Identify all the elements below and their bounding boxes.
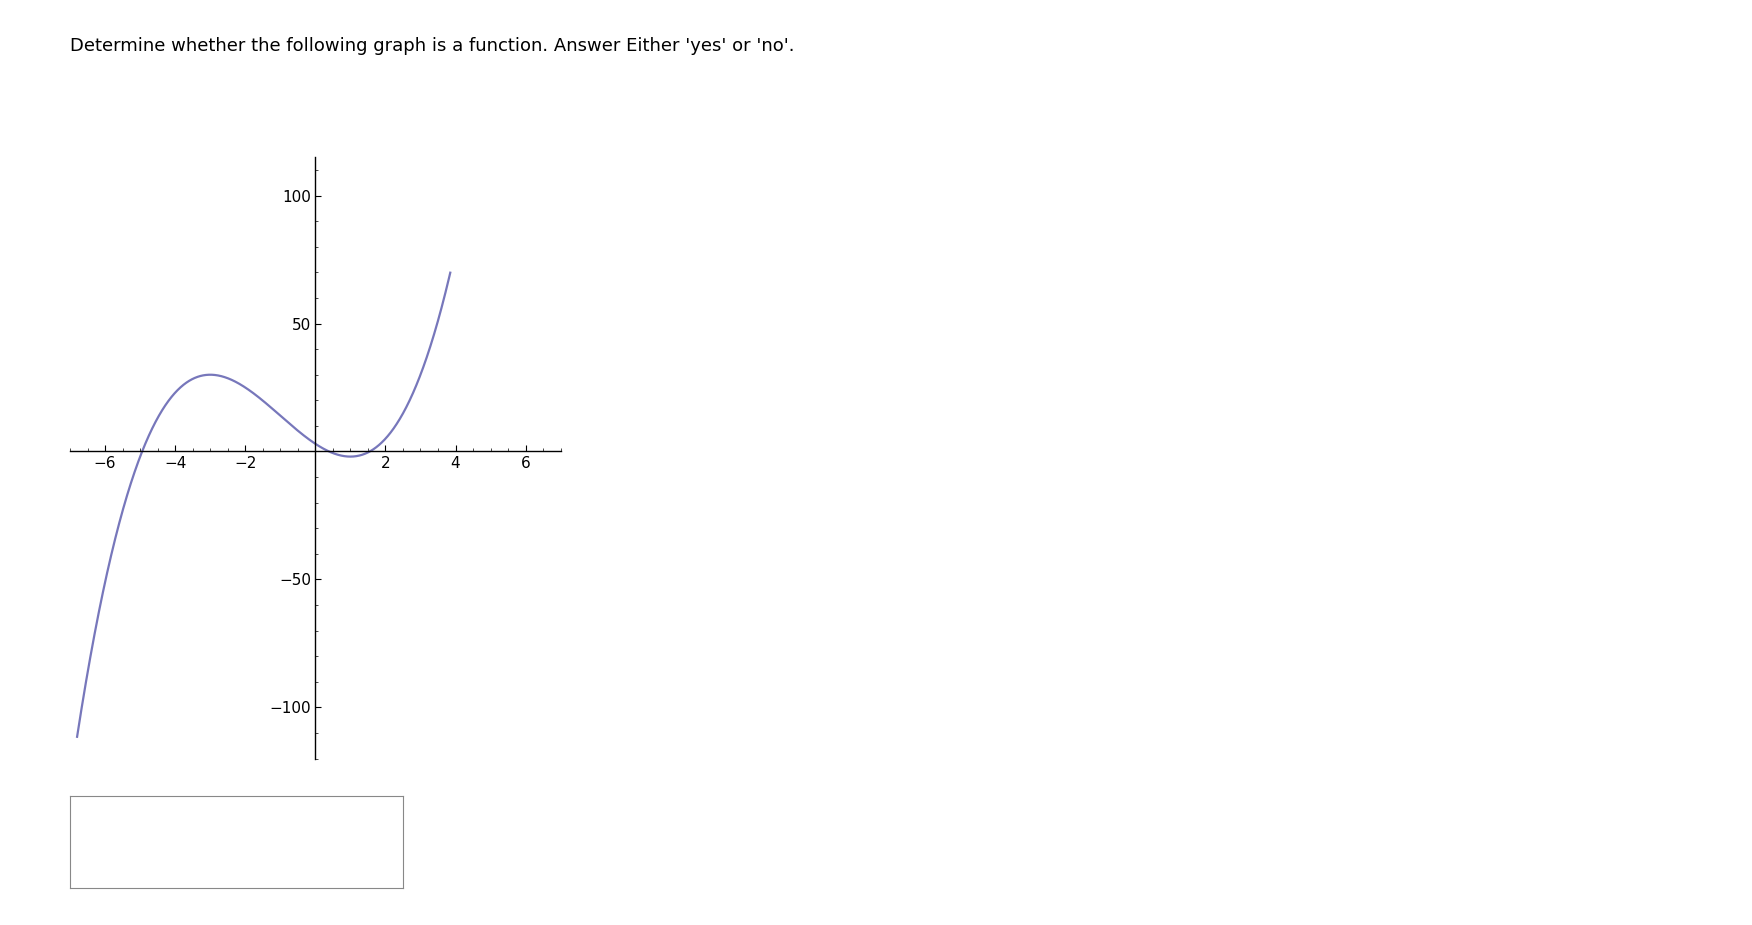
Text: Determine whether the following graph is a function. Answer Either 'yes' or 'no': Determine whether the following graph is… <box>70 37 795 55</box>
